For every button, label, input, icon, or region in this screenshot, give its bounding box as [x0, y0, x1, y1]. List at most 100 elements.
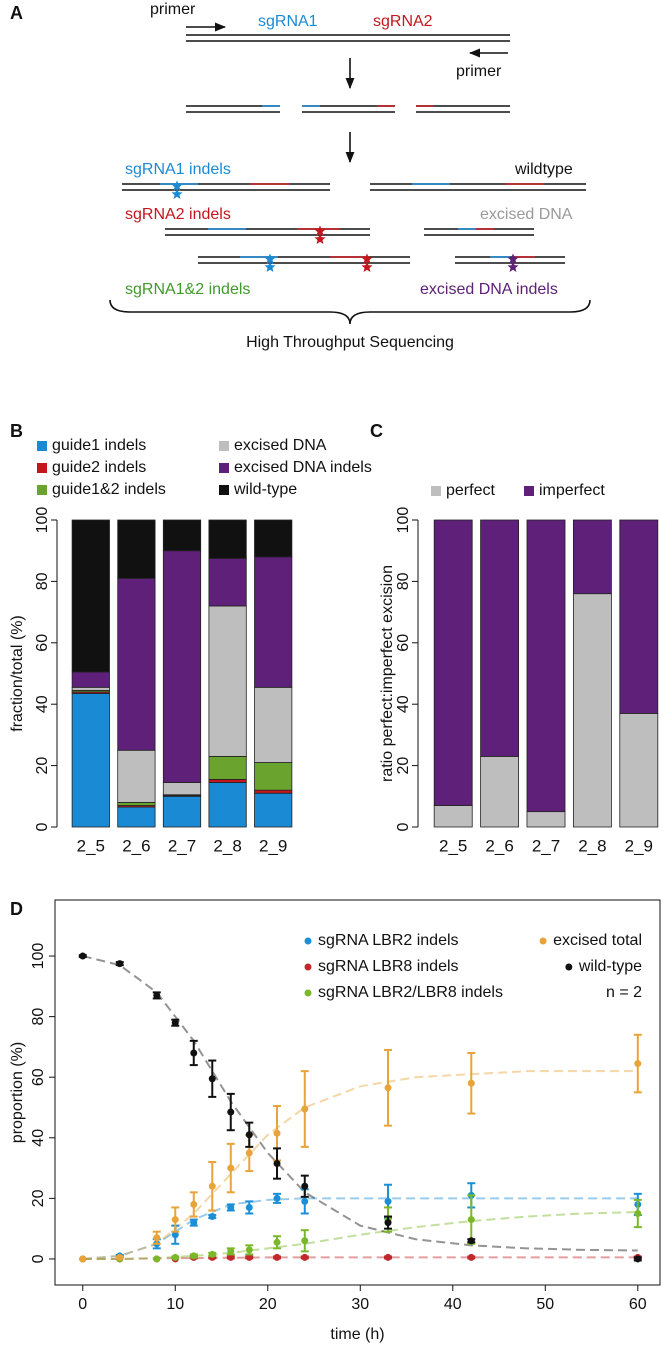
x-tick-label: 2_7: [532, 836, 560, 855]
bar-segment: [208, 557, 247, 607]
fit-curve: [82, 1070, 638, 1260]
x-tick-label: 2_6: [485, 836, 513, 855]
data-point: [634, 1210, 642, 1218]
sgrna12-indels-label: sgRNA1&2 indels: [125, 281, 250, 298]
x-tick-label: 50: [536, 1296, 554, 1313]
excised-dna-label: excised DNA: [480, 206, 573, 223]
data-point: [245, 1131, 253, 1139]
data-point: [171, 1253, 179, 1261]
legend-swatch: [219, 485, 229, 495]
legend-swatch: [219, 463, 229, 473]
data-point: [153, 1234, 161, 1242]
data-point: [116, 1253, 124, 1261]
data-point: [190, 1252, 198, 1260]
sequencing-label: High Throughput Sequencing: [246, 334, 454, 351]
bar-segment: [572, 519, 612, 595]
x-tick-label: 2_9: [625, 836, 653, 855]
bar-segment: [619, 519, 659, 714]
bar-segment: [254, 519, 293, 558]
data-point: [171, 1231, 179, 1239]
y-tick-label: 100: [34, 507, 51, 534]
bar-segment: [254, 762, 293, 791]
data-point: [245, 1149, 253, 1157]
y-tick-label: 60: [395, 634, 412, 652]
bar-segment: [208, 519, 247, 559]
data-point: [384, 1084, 392, 1092]
x-tick-label: 2_7: [168, 836, 196, 855]
y-tick-label: 40: [395, 695, 412, 713]
dna-drawing: [109, 22, 591, 325]
x-tick-label: 2_6: [122, 836, 150, 855]
bar-segment: [208, 779, 247, 783]
legend-label: excised total: [553, 932, 642, 949]
x-tick-label: 2_5: [439, 836, 467, 855]
data-point: [245, 1203, 253, 1211]
y-tick-label: 40: [30, 1129, 47, 1147]
data-point: [467, 1237, 475, 1245]
y-tick-label: 100: [30, 943, 47, 970]
x-tick-label: 20: [259, 1296, 277, 1313]
sgrna2-indels-label: sgRNA2 indels: [125, 206, 231, 223]
bar-segment: [254, 792, 293, 828]
x-tick-label: 2_8: [213, 836, 241, 855]
y-tick-label: 40: [34, 695, 51, 713]
bar-segment: [208, 605, 247, 757]
data-point: [301, 1253, 309, 1261]
y-axis-label: ratio perfect:imperfect excision: [379, 565, 396, 782]
legend-dot: [304, 963, 312, 971]
data-point: [273, 1194, 281, 1202]
data-point: [273, 1129, 281, 1137]
data-point: [208, 1250, 216, 1258]
bar-segment: [117, 749, 156, 803]
sgrna1-label: sgRNA1: [258, 13, 318, 30]
legend-label: excised DNA indels: [234, 459, 372, 476]
panel-label: B: [10, 421, 23, 441]
data-point: [273, 1253, 281, 1261]
x-tick-label: 2_5: [77, 836, 105, 855]
panel-label: D: [10, 899, 23, 919]
bar-segment: [71, 519, 110, 673]
legend-dot: [565, 963, 573, 971]
legend-label: sgRNA LBR8 indels: [318, 958, 459, 975]
legend-dot: [304, 937, 312, 945]
legend-dot: [539, 937, 547, 945]
legend-label: wild-type: [578, 958, 642, 975]
legend-label: excised DNA: [234, 437, 327, 454]
bar-segment: [254, 686, 293, 763]
y-tick-label: 100: [395, 507, 412, 534]
x-tick-label: 2_8: [578, 836, 606, 855]
data-point: [190, 1219, 198, 1227]
data-point: [79, 1255, 87, 1263]
data-point: [116, 960, 124, 968]
bar-segment: [71, 671, 110, 688]
y-tick-label: 20: [395, 757, 412, 775]
y-tick-label: 0: [34, 822, 51, 831]
y-tick-label: 20: [34, 757, 51, 775]
legend-swatch: [431, 486, 441, 496]
y-tick-label: 80: [34, 572, 51, 590]
y-tick-label: 20: [30, 1189, 47, 1207]
data-point: [153, 991, 161, 999]
excised-dna-indels-label: excised DNA indels: [420, 281, 558, 298]
x-tick-label: 10: [166, 1296, 184, 1313]
bar-segment: [480, 519, 520, 757]
bar-segment: [71, 693, 110, 828]
legend-swatch: [219, 441, 229, 451]
bar-segment: [208, 782, 247, 828]
bar-segment: [162, 550, 202, 783]
data-point: [301, 1237, 309, 1245]
x-tick-label: 60: [629, 1296, 647, 1313]
bar-segment: [526, 811, 566, 828]
y-axis-label: proportion (%): [9, 1042, 26, 1143]
bar-segment: [572, 593, 612, 828]
legend-label: wild-type: [233, 481, 297, 498]
legend-swatch: [37, 463, 47, 473]
x-tick-label: 40: [444, 1296, 462, 1313]
primer-label: primer: [150, 1, 196, 18]
y-tick-label: 60: [30, 1068, 47, 1086]
data-point: [171, 1019, 179, 1027]
legend-swatch: [37, 485, 47, 495]
bar-segment: [117, 577, 156, 751]
panel-label: C: [370, 421, 383, 441]
wildtype-label: wildtype: [514, 161, 573, 178]
